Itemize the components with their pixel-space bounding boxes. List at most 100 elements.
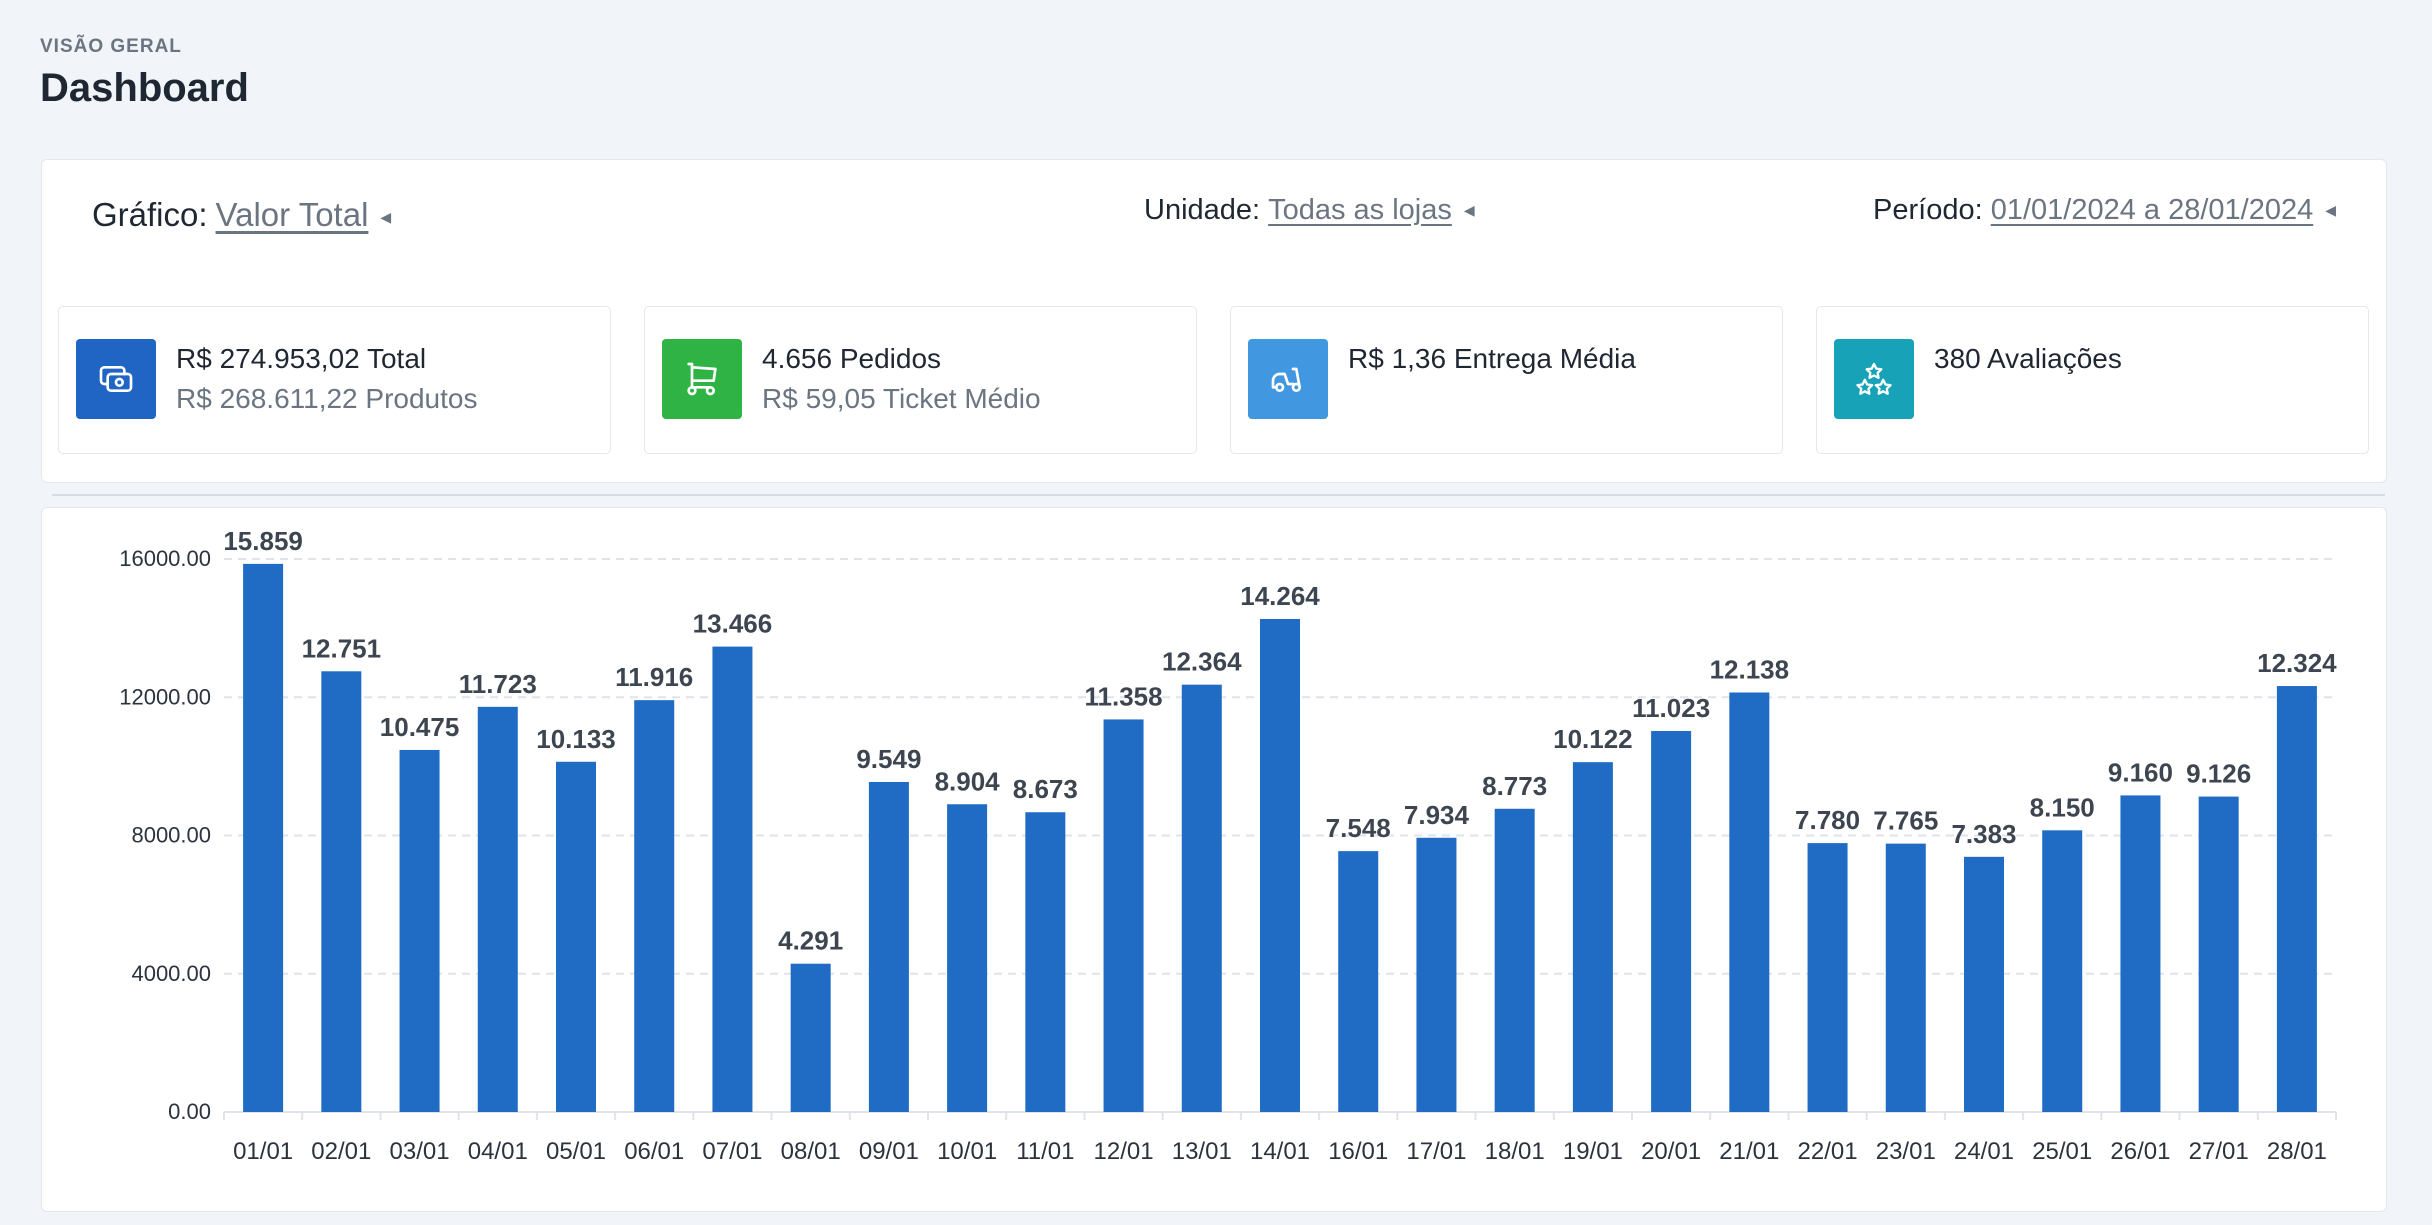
chart-type-label: Gráfico: <box>92 196 208 233</box>
divider <box>52 494 2385 496</box>
bar-data-label: 7.780 <box>1795 805 1860 835</box>
x-tick-label: 27/01 <box>2189 1138 2249 1165</box>
chart-type-filter[interactable]: Gráfico: Valor Total ◀ <box>92 196 391 234</box>
caret-icon[interactable]: ◀ <box>380 209 392 225</box>
bar-data-label: 8.904 <box>935 766 1001 796</box>
caret-icon[interactable]: ◀ <box>1463 202 1475 218</box>
x-tick-label: 28/01 <box>2267 1138 2327 1165</box>
bar-data-label: 8.673 <box>1013 774 1078 804</box>
bar[interactable] <box>790 963 831 1112</box>
bar[interactable] <box>1807 843 1848 1112</box>
stat-card-total: R$ 274.953,02 Total R$ 268.611,22 Produt… <box>58 306 611 454</box>
bar[interactable] <box>2276 686 2317 1112</box>
stat-card-delivery: R$ 1,36 Entrega Média <box>1230 306 1783 454</box>
x-tick-label: 14/01 <box>1250 1138 1310 1165</box>
period-filter[interactable]: Período: 01/01/2024 a 28/01/2024 ◀ <box>1873 194 2336 227</box>
bar-data-label: 12.324 <box>2257 648 2337 678</box>
x-tick-label: 24/01 <box>1954 1138 2014 1165</box>
y-tick-label: 0.00 <box>168 1099 211 1124</box>
x-tick-label: 01/01 <box>233 1138 293 1165</box>
bar-data-label: 10.475 <box>380 712 460 742</box>
x-tick-label: 02/01 <box>311 1138 371 1165</box>
x-tick-label: 06/01 <box>624 1138 684 1165</box>
bar-data-label: 11.358 <box>1085 681 1163 711</box>
x-tick-label: 23/01 <box>1876 1138 1936 1165</box>
bar-data-label: 11.023 <box>1632 693 1710 723</box>
cart-icon <box>662 339 742 419</box>
unit-dropdown[interactable]: Todas as lojas <box>1268 194 1452 226</box>
bar[interactable] <box>947 804 988 1112</box>
bar[interactable] <box>1338 851 1379 1112</box>
bar[interactable] <box>1494 808 1535 1112</box>
bar[interactable] <box>2120 795 2161 1112</box>
bar-data-label: 11.723 <box>459 669 537 699</box>
x-tick-label: 20/01 <box>1641 1138 1701 1165</box>
page-title: Dashboard <box>40 66 249 110</box>
bar[interactable] <box>1260 619 1300 1112</box>
bar[interactable] <box>321 671 362 1112</box>
bar-data-label: 10.122 <box>1553 724 1633 754</box>
bar[interactable] <box>1729 692 1770 1112</box>
bar-data-label: 4.291 <box>778 926 843 956</box>
bar[interactable] <box>1651 731 1692 1112</box>
bar-data-label: 9.126 <box>2186 759 2251 789</box>
bar[interactable] <box>1885 843 1926 1112</box>
bar[interactable] <box>1103 719 1144 1112</box>
bar-data-label: 7.548 <box>1326 813 1391 843</box>
bar-data-label: 10.133 <box>536 724 616 754</box>
stat-reviews-value: 380 Avaliações <box>1934 343 2122 374</box>
stat-total-value: R$ 274.953,02 Total <box>176 343 427 374</box>
stat-delivery-value: R$ 1,36 Entrega Média <box>1348 343 1636 374</box>
bar[interactable] <box>556 761 596 1112</box>
y-tick-label: 12000.00 <box>119 684 211 709</box>
bar[interactable] <box>868 781 909 1112</box>
bar[interactable] <box>634 700 675 1112</box>
caret-icon[interactable]: ◀ <box>2325 202 2336 218</box>
bar[interactable] <box>399 749 440 1112</box>
bar-data-label: 9.549 <box>856 744 921 774</box>
bar[interactable] <box>1572 762 1613 1112</box>
x-tick-label: 21/01 <box>1719 1138 1779 1165</box>
bar-data-label: 7.765 <box>1873 806 1938 836</box>
bar[interactable] <box>1025 812 1066 1112</box>
y-tick-label: 4000.00 <box>131 961 211 986</box>
bar[interactable] <box>243 563 284 1112</box>
chart-type-dropdown[interactable]: Valor Total <box>215 196 369 233</box>
stat-card-orders: 4.656 Pedidos R$ 59,05 Ticket Médio <box>644 306 1197 454</box>
bar-data-label: 13.466 <box>693 609 773 639</box>
scooter-icon <box>1248 339 1328 419</box>
y-tick-label: 16000.00 <box>119 546 211 571</box>
x-tick-label: 17/01 <box>1406 1138 1466 1165</box>
bar[interactable] <box>1181 684 1222 1112</box>
page-eyebrow: VISÃO GERAL <box>40 36 182 57</box>
unit-filter[interactable]: Unidade: Todas as lojas ◀ <box>1144 194 1475 227</box>
bar[interactable] <box>2042 830 2083 1112</box>
bar[interactable] <box>1416 837 1457 1112</box>
x-tick-label: 10/01 <box>937 1138 997 1165</box>
filters-card: Gráfico: Valor Total ◀ Unidade: Todas as… <box>41 159 2387 483</box>
stat-ticket-value: R$ 59,05 Ticket Médio <box>762 383 1041 414</box>
x-tick-label: 26/01 <box>2110 1138 2170 1165</box>
bar[interactable] <box>712 646 753 1112</box>
money-icon <box>76 339 156 419</box>
bar-data-label: 11.916 <box>615 662 693 692</box>
bar-data-label: 12.751 <box>302 633 382 663</box>
x-tick-label: 22/01 <box>1798 1138 1858 1165</box>
chart-card: 0.00 4000.00 8000.00 12000.00 16000.00 15.859… <box>41 507 2387 1212</box>
bar[interactable] <box>2198 796 2239 1112</box>
x-tick-label: 03/01 <box>390 1138 450 1165</box>
x-tick-label: 16/01 <box>1328 1138 1388 1165</box>
y-tick-label: 8000.00 <box>131 823 211 848</box>
bar-data-label: 8.773 <box>1482 771 1547 801</box>
bar-data-label: 12.138 <box>1710 654 1790 684</box>
x-tick-label: 25/01 <box>2032 1138 2092 1165</box>
period-dropdown[interactable]: 01/01/2024 a 28/01/2024 <box>1990 194 2314 226</box>
x-tick-label: 12/01 <box>1094 1138 1154 1165</box>
bar[interactable] <box>477 706 518 1112</box>
bar-data-label: 8.150 <box>2030 792 2095 822</box>
stars-icon <box>1834 339 1914 419</box>
bar-data-label: 12.364 <box>1162 647 1242 677</box>
bar[interactable] <box>1964 856 2004 1112</box>
bar-chart: 0.00 4000.00 8000.00 12000.00 16000.00 15.859… <box>119 526 2337 1165</box>
stat-products-value: R$ 268.611,22 Produtos <box>176 383 478 414</box>
